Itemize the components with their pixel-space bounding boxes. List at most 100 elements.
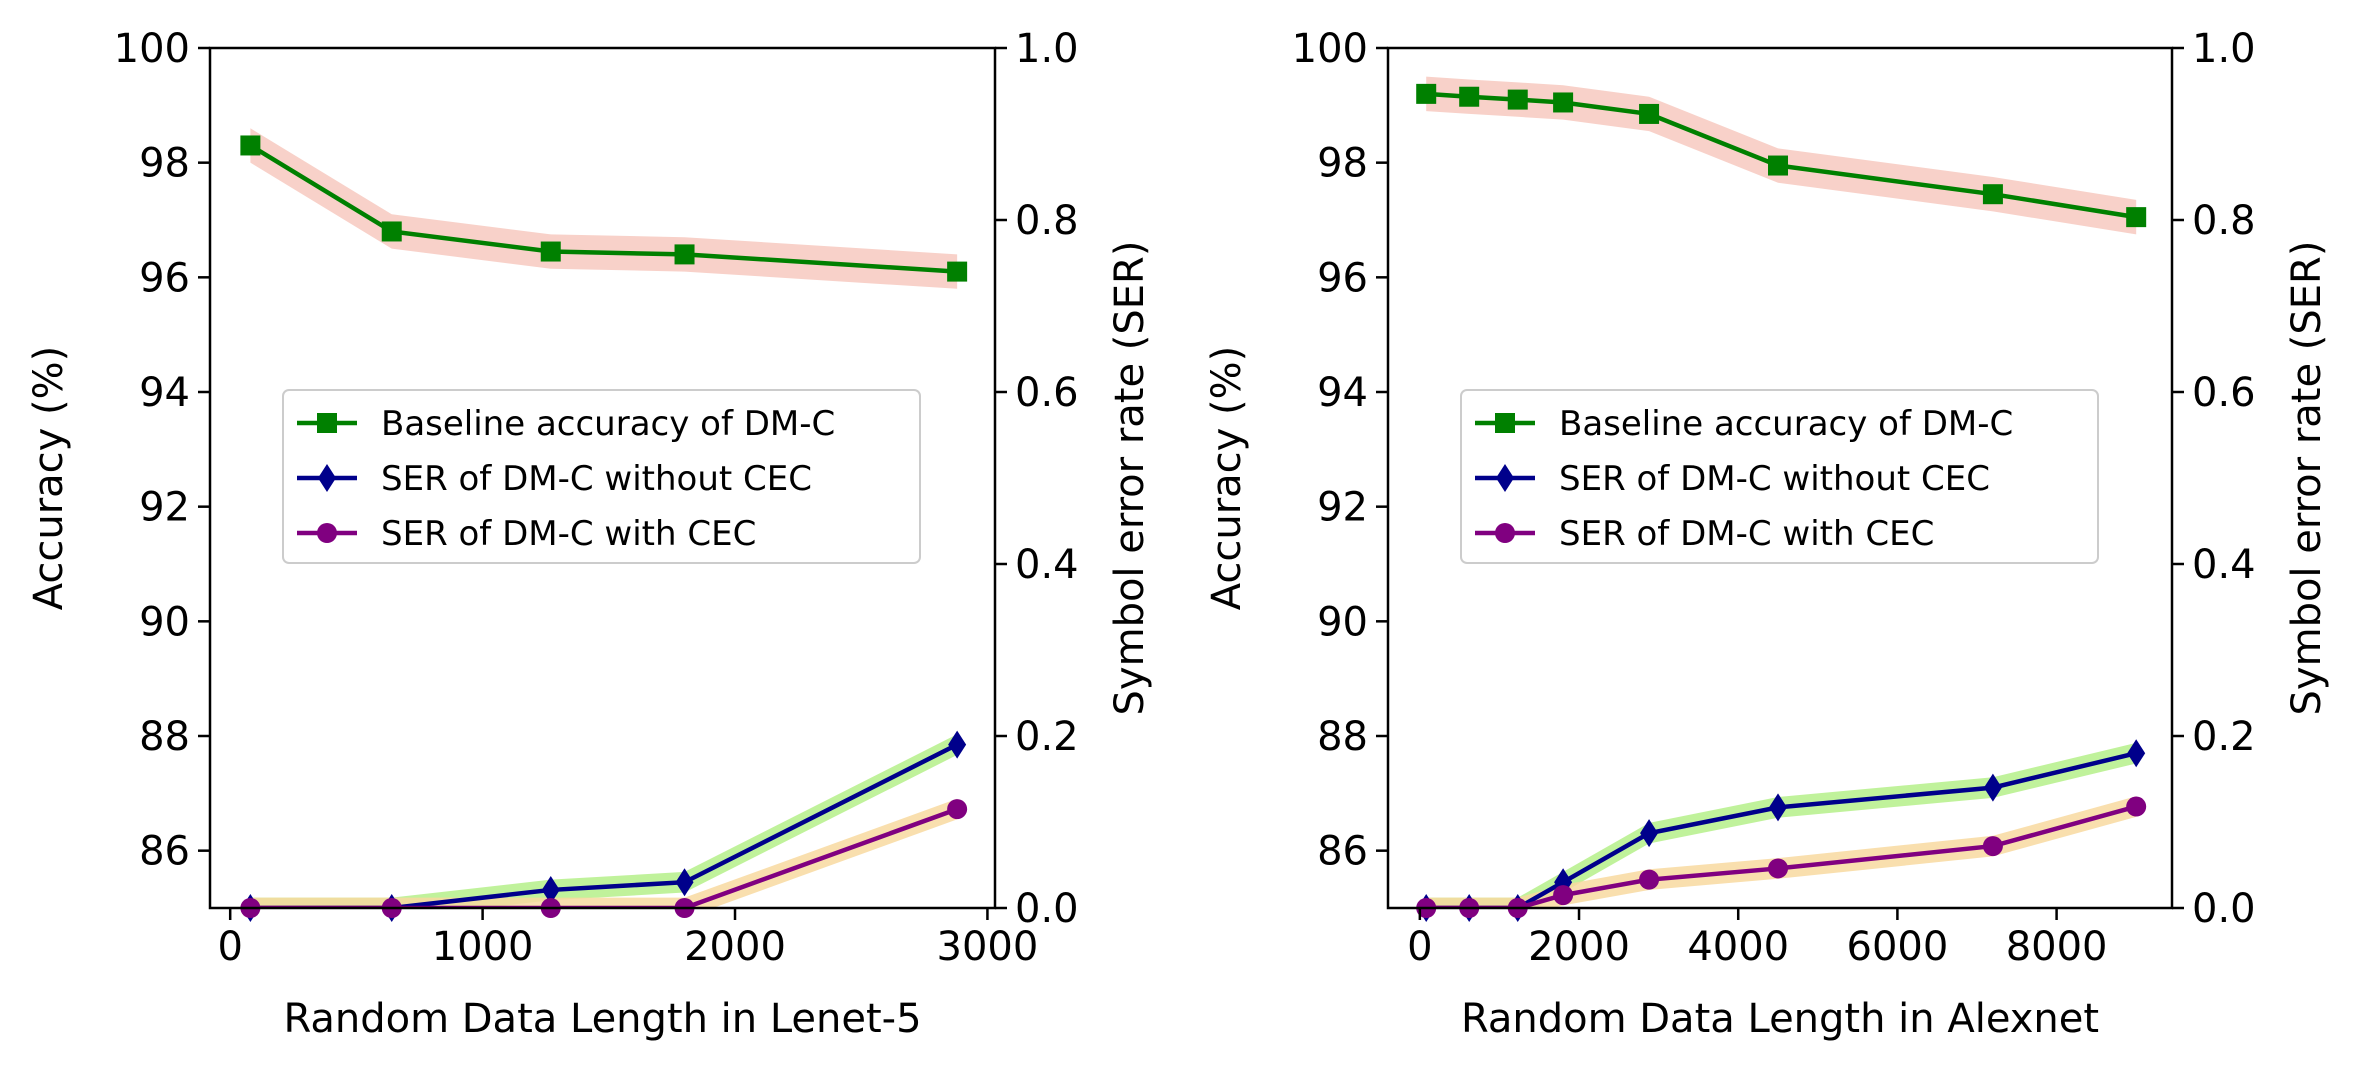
data-point-circle bbox=[947, 799, 968, 820]
y-tick-label: 94 bbox=[1317, 370, 1368, 416]
data-point-circle bbox=[2126, 796, 2147, 817]
y2-tick-label: 0.4 bbox=[1015, 542, 1079, 588]
y2-tick-label: 0.4 bbox=[2192, 542, 2256, 588]
y-axis-label: Accuracy (%) bbox=[26, 346, 72, 611]
confidence-band-2 bbox=[250, 798, 958, 908]
y2-tick-label: 0.2 bbox=[1015, 714, 1079, 760]
confidence-band-1 bbox=[1426, 742, 2137, 908]
y-tick-label: 98 bbox=[139, 141, 190, 187]
series-line-2 bbox=[250, 806, 958, 908]
data-point-diamond bbox=[675, 868, 694, 897]
y-axis-label: Accuracy (%) bbox=[1204, 346, 1250, 611]
data-point-square bbox=[1507, 89, 1528, 110]
y2-tick-label: 0.0 bbox=[2192, 886, 2256, 932]
y2-tick-label: 0.6 bbox=[2192, 370, 2256, 416]
y2-axis-label: Symbol error rate (SER) bbox=[1107, 241, 1153, 716]
data-point-square bbox=[240, 135, 261, 156]
legend: Baseline accuracy of DM-C SER of DM-C wit… bbox=[1460, 389, 2099, 564]
y2-tick-label: 0.8 bbox=[1015, 198, 1079, 244]
x-tick-label: 3000 bbox=[937, 924, 1039, 970]
x-tick-label: 6000 bbox=[1847, 924, 1949, 970]
x-tick-label: 0 bbox=[217, 924, 242, 970]
data-point-square bbox=[1553, 92, 1574, 113]
data-point-circle bbox=[1639, 869, 1660, 890]
x-tick-label: 0 bbox=[1407, 924, 1432, 970]
y2-tick-label: 0.8 bbox=[2192, 198, 2256, 244]
data-point-square bbox=[1459, 86, 1480, 107]
series-line-1 bbox=[1426, 751, 2137, 908]
data-point-diamond bbox=[948, 730, 967, 759]
y-tick-label: 92 bbox=[1317, 485, 1368, 531]
x-axis-label: Random Data Length in Alexnet bbox=[1461, 996, 2099, 1042]
x-tick-label: 2000 bbox=[1528, 924, 1630, 970]
legend-label: SER of DM-C without CEC bbox=[381, 459, 812, 499]
legend-label: SER of DM-C without CEC bbox=[1559, 459, 1990, 499]
legend: Baseline accuracy of DM-C SER of DM-C wit… bbox=[282, 389, 921, 564]
data-point-square bbox=[1982, 184, 2003, 205]
legend-label: Baseline accuracy of DM-C bbox=[1559, 404, 2013, 444]
legend-marker-circle bbox=[317, 523, 337, 543]
legend-label: Baseline accuracy of DM-C bbox=[381, 404, 835, 444]
y-tick-label: 98 bbox=[1317, 141, 1368, 187]
y-tick-label: 90 bbox=[139, 599, 190, 645]
legend-marker-diamond bbox=[1496, 464, 1514, 492]
legend-marker-square bbox=[1495, 413, 1515, 433]
chart-lenet5: 0 1000 2000 3000 86 88 90 92 94 96 98 100 0.0 0.2 0.4 0… bbox=[26, 26, 1153, 1042]
confidence-band-2 bbox=[1426, 796, 2137, 908]
y-tick-label: 92 bbox=[139, 485, 190, 531]
x-tick-label: 2000 bbox=[684, 924, 786, 970]
legend-box bbox=[1460, 389, 2099, 564]
data-point-circle bbox=[1768, 858, 1789, 879]
data-point-square bbox=[674, 244, 695, 265]
y-tick-label: 100 bbox=[1292, 26, 1368, 72]
y-tick-label: 96 bbox=[139, 255, 190, 301]
data-point-square bbox=[1639, 103, 1660, 124]
plot-area bbox=[1426, 76, 2137, 908]
x-tick-label: 8000 bbox=[2006, 924, 2108, 970]
y2-tick-label: 1.0 bbox=[2192, 26, 2256, 72]
y2-tick-label: 0.2 bbox=[2192, 714, 2256, 760]
y-tick-label: 86 bbox=[1317, 829, 1368, 875]
series-line-2 bbox=[1426, 804, 2137, 908]
y2-axis-label: Symbol error rate (SER) bbox=[2284, 241, 2330, 716]
data-point-square bbox=[947, 261, 968, 282]
y2-tick-label: 0.6 bbox=[1015, 370, 1079, 416]
legend-label: SER of DM-C with CEC bbox=[1559, 514, 1934, 554]
confidence-band-0 bbox=[250, 128, 958, 289]
data-point-diamond bbox=[1769, 793, 1788, 822]
legend-marker-circle bbox=[1495, 523, 1515, 543]
x-tick-label: 4000 bbox=[1687, 924, 1789, 970]
data-point-diamond bbox=[541, 875, 560, 904]
data-point-circle bbox=[1553, 885, 1574, 906]
y-tick-label: 96 bbox=[1317, 255, 1368, 301]
legend-marker-square bbox=[317, 413, 337, 433]
y-tick-label: 100 bbox=[114, 26, 190, 72]
data-point-diamond bbox=[2127, 739, 2146, 768]
y-tick-label: 88 bbox=[139, 714, 190, 760]
y-tick-label: 94 bbox=[139, 370, 190, 416]
axes-frame bbox=[1386, 46, 2174, 910]
x-axis-label: Random Data Length in Lenet-5 bbox=[283, 996, 921, 1042]
legend-box bbox=[282, 389, 921, 564]
y-tick-label: 88 bbox=[1317, 714, 1368, 760]
confidence-band-1 bbox=[250, 734, 958, 908]
data-point-square bbox=[540, 241, 561, 262]
y-tick-label: 86 bbox=[139, 829, 190, 875]
data-point-square bbox=[381, 221, 402, 242]
legend-marker-diamond bbox=[318, 464, 336, 492]
confidence-band-0 bbox=[1426, 76, 2137, 235]
y2-tick-label: 1.0 bbox=[1015, 26, 1079, 72]
chart-alexnet: 0 2000 4000 6000 8000 86 88 90 92 94 96 98 100 0.0 0.2… bbox=[1204, 26, 2330, 1042]
y-tick-label: 90 bbox=[1317, 599, 1368, 645]
data-point-diamond bbox=[1983, 773, 2002, 802]
data-point-square bbox=[1768, 155, 1789, 176]
data-point-square bbox=[1416, 83, 1437, 104]
data-point-diamond bbox=[1640, 819, 1659, 848]
data-point-circle bbox=[1982, 836, 2003, 857]
axes-frame bbox=[208, 46, 997, 910]
y2-tick-label: 0.0 bbox=[1015, 886, 1079, 932]
data-point-square bbox=[2126, 207, 2147, 228]
x-tick-label: 1000 bbox=[432, 924, 534, 970]
legend-label: SER of DM-C with CEC bbox=[381, 514, 756, 554]
